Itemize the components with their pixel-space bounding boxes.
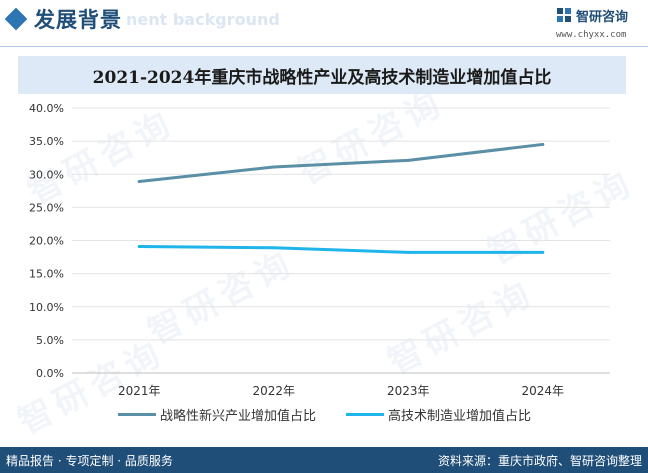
footer-source: 资料来源：重庆市政府、智研咨询整理	[437, 454, 642, 468]
logo-url: www.chyxx.com	[556, 30, 627, 40]
y-tick-label: 35.0%	[29, 135, 64, 148]
data-point	[272, 246, 276, 250]
y-tick-label: 5.0%	[36, 334, 64, 347]
x-tick-label: 2024年	[521, 384, 564, 398]
chart-title-band: 2021-2024年重庆市战略性产业及高技术制造业增加值占比	[18, 56, 626, 94]
legend-label-hightech: 高技术制造业增加值占比	[388, 409, 532, 424]
header-watermark-text: nent background	[126, 10, 280, 29]
footer-slogan: 精品报告 · 专项定制 · 品质服务	[6, 454, 173, 468]
page-header: nent background 发展背景 智研咨询 www.chyxx.com	[0, 0, 648, 48]
series-line-1	[137, 142, 545, 184]
y-tick-label: 30.0%	[29, 168, 64, 181]
legend-label-strategic: 战略性新兴产业增加值占比	[160, 409, 317, 424]
legend-swatch-strategic	[118, 413, 156, 416]
y-tick-label: 40.0%	[29, 102, 64, 115]
data-point	[541, 142, 545, 146]
y-tick-label: 0.0%	[36, 367, 64, 380]
header-divider	[0, 46, 648, 47]
x-tick-label: 2023年	[387, 384, 430, 398]
data-point	[272, 165, 276, 169]
data-point	[406, 158, 410, 162]
logo-name: 智研咨询	[576, 10, 629, 25]
legend-item-strategic: 战略性新兴产业增加值占比	[118, 405, 316, 424]
y-tick-label: 10.0%	[29, 301, 64, 314]
legend-swatch-hightech	[346, 413, 384, 416]
x-tick-label: 2021年	[118, 384, 161, 398]
series-line-2	[137, 244, 545, 254]
x-tick-label: 2022年	[252, 384, 295, 398]
data-point	[406, 250, 410, 254]
chart-title: 2021-2024年重庆市战略性产业及高技术制造业增加值占比	[92, 68, 552, 88]
y-tick-label: 15.0%	[29, 268, 64, 281]
series-layer	[137, 142, 545, 254]
grid-layer	[72, 107, 610, 374]
data-point	[541, 250, 545, 254]
section-title: 发展背景	[34, 8, 122, 32]
logo-icon	[557, 8, 571, 22]
legend-item-hightech: 高技术制造业增加值占比	[346, 405, 531, 424]
axis-layer: 0.0% 5.0% 10.0% 15.0% 20.0% 25.0% 30.0% 35.0% 40…	[29, 102, 564, 398]
y-tick-label: 25.0%	[29, 201, 64, 214]
data-point	[137, 244, 141, 248]
page-footer: 精品报告 · 专项定制 · 品质服务 资料来源：重庆市政府、智研咨询整理	[0, 447, 648, 473]
y-tick-label: 20.0%	[29, 235, 64, 248]
data-point	[137, 180, 141, 184]
brand-logo: 智研咨询 www.chyxx.com	[556, 5, 642, 45]
chart-legend: 战略性新兴产业增加值占比 高技术制造业增加值占比	[0, 405, 648, 427]
